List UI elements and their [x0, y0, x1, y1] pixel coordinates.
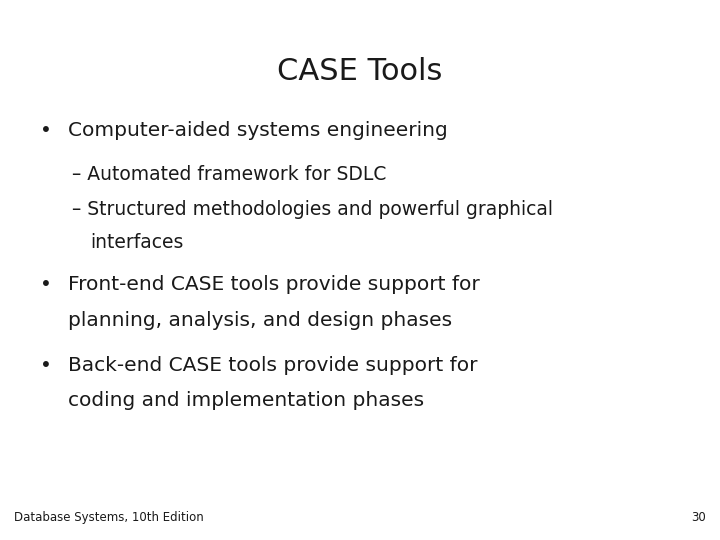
Text: planning, analysis, and design phases: planning, analysis, and design phases: [68, 310, 453, 329]
Text: •: •: [40, 275, 51, 294]
Text: Computer-aided systems engineering: Computer-aided systems engineering: [68, 122, 448, 140]
Text: coding and implementation phases: coding and implementation phases: [68, 392, 425, 410]
Text: Database Systems, 10th Edition: Database Systems, 10th Edition: [14, 511, 204, 524]
Text: interfaces: interfaces: [90, 233, 184, 252]
Text: 30: 30: [691, 511, 706, 524]
Text: Back-end CASE tools provide support for: Back-end CASE tools provide support for: [68, 356, 478, 375]
Text: Front-end CASE tools provide support for: Front-end CASE tools provide support for: [68, 275, 480, 294]
Text: – Structured methodologies and powerful graphical: – Structured methodologies and powerful …: [72, 200, 553, 219]
Text: •: •: [40, 356, 51, 375]
Text: •: •: [40, 122, 51, 140]
Text: – Automated framework for SDLC: – Automated framework for SDLC: [72, 165, 387, 184]
Text: CASE Tools: CASE Tools: [277, 57, 443, 86]
